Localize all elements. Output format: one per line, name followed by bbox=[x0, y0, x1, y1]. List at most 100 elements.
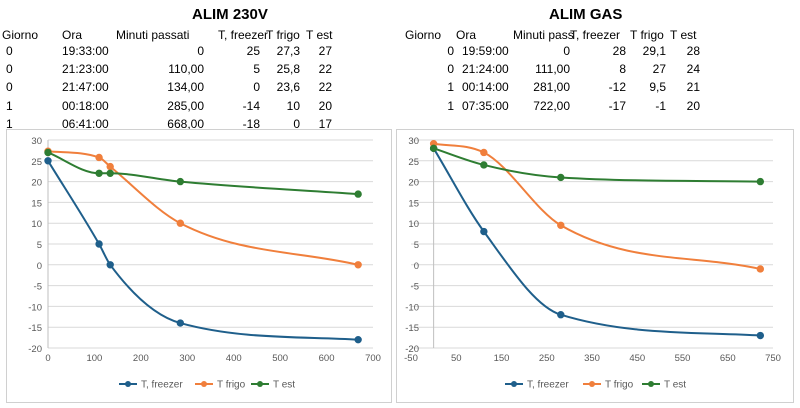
table-cell-ora: 21:23:00 bbox=[62, 62, 109, 77]
table-title-230v: ALIM 230V bbox=[192, 6, 268, 23]
column-header-ora: Ora bbox=[62, 28, 83, 42]
table-cell-ora: 21:47:00 bbox=[62, 80, 109, 95]
table-cell-giorno: 0 bbox=[6, 62, 13, 77]
chart-panel-230v: -20 -15 -10 -5 0 5 10 15 20 25 30 0 100 200 300 400 500 6… bbox=[6, 129, 392, 403]
y-tick-label: -20 bbox=[28, 344, 42, 355]
x-tick-label: 550 bbox=[675, 353, 691, 364]
y-tick-label: 0 bbox=[37, 261, 42, 272]
column-header-minuti: Minuti passati bbox=[116, 28, 190, 42]
table-cell-freezer: -18 bbox=[242, 116, 260, 131]
table-cell-minuti: 111,00 bbox=[535, 62, 570, 77]
legend-label-est: T est bbox=[664, 380, 686, 391]
table-cell-ora: 21:24:00 bbox=[462, 62, 509, 77]
data-point-est bbox=[557, 173, 565, 182]
x-tick-label: 0 bbox=[45, 353, 50, 364]
y-tick-label: -10 bbox=[405, 302, 419, 313]
x-tick-label: 700 bbox=[365, 353, 381, 364]
column-header-giorno: Giorno bbox=[2, 28, 39, 42]
column-header-est: T est bbox=[306, 28, 333, 42]
table-cell-est: 28 bbox=[686, 44, 700, 58]
table-cell-est: 24 bbox=[686, 62, 700, 77]
table-cell-ora: 00:18:00 bbox=[62, 98, 109, 113]
table-cell-frigo: 23,6 bbox=[276, 80, 300, 95]
data-point-frigo bbox=[106, 162, 114, 171]
data-point-freezer bbox=[95, 240, 103, 248]
x-tick-label: 50 bbox=[451, 353, 462, 364]
data-point-freezer bbox=[557, 311, 565, 319]
data-point-frigo bbox=[176, 219, 185, 227]
legend-marker-est bbox=[648, 381, 654, 387]
legend-label-freezer: T, freezer bbox=[527, 380, 569, 391]
table-cell-est: 22 bbox=[318, 80, 332, 95]
x-tick-label: 400 bbox=[226, 353, 242, 364]
table-cell-frigo: 27 bbox=[652, 62, 666, 77]
table-cell-freezer: 28 bbox=[612, 44, 626, 58]
series-line-frigo bbox=[47, 150, 359, 266]
y-tick-label: -15 bbox=[28, 323, 42, 334]
y-tick-label: -15 bbox=[405, 323, 419, 334]
data-point-est bbox=[95, 169, 103, 177]
table-cell-minuti: 285,00 bbox=[167, 98, 204, 113]
x-tick-label: 500 bbox=[272, 353, 288, 364]
column-header-freezer: T, freezer bbox=[570, 28, 621, 42]
table-cell-giorno: 0 bbox=[6, 44, 13, 58]
table-cell-freezer: -17 bbox=[608, 98, 626, 113]
series-line-frigo bbox=[433, 142, 761, 270]
x-tick-label: 600 bbox=[319, 353, 335, 364]
y-tick-label: 15 bbox=[408, 198, 419, 209]
x-tick-label: 300 bbox=[179, 353, 195, 364]
y-tick-label: 5 bbox=[414, 240, 419, 251]
x-tick-label: -50 bbox=[404, 353, 418, 364]
data-point-frigo bbox=[354, 261, 362, 269]
x-tick-label: 100 bbox=[86, 353, 102, 364]
column-header-giorno: Giorno bbox=[405, 28, 442, 42]
legend-label-frigo: T frigo bbox=[605, 380, 634, 391]
table-cell-frigo: 9,5 bbox=[649, 80, 666, 95]
x-tick-label: 650 bbox=[720, 353, 736, 364]
data-point-frigo bbox=[480, 148, 488, 157]
y-tick-label: 5 bbox=[37, 240, 42, 251]
y-tick-label: 30 bbox=[408, 136, 419, 147]
table-cell-freezer: 0 bbox=[253, 80, 260, 95]
table-cell-giorno: 1 bbox=[6, 98, 13, 113]
column-header-frigo: T frigo bbox=[266, 28, 300, 42]
table-cell-ora: 07:35:00 bbox=[462, 98, 509, 113]
series-line-freezer bbox=[47, 160, 359, 341]
chart-panel-gas: -20 -15 -10 -5 0 5 10 15 20 25 30 -50 50 150 250 350 450… bbox=[396, 129, 794, 403]
data-point-freezer bbox=[106, 261, 114, 269]
data-point-est bbox=[106, 169, 114, 177]
table-cell-est: 17 bbox=[318, 116, 332, 131]
column-header-frigo: T frigo bbox=[630, 28, 664, 42]
data-point-freezer bbox=[176, 319, 185, 327]
y-tick-label: 10 bbox=[408, 219, 419, 230]
table-cell-giorno: 0 bbox=[6, 80, 13, 95]
series-line-est bbox=[433, 147, 761, 183]
data-point-est bbox=[429, 144, 438, 153]
data-point-frigo bbox=[95, 153, 103, 162]
data-point-freezer bbox=[480, 227, 488, 236]
table-cell-frigo: 0 bbox=[293, 116, 300, 131]
table-cell-minuti: 0 bbox=[563, 44, 570, 58]
table-cell-est: 21 bbox=[686, 80, 700, 95]
legend-label-frigo: T frigo bbox=[217, 380, 246, 391]
x-tick-label: 150 bbox=[494, 353, 510, 364]
y-tick-label: -20 bbox=[405, 344, 419, 355]
legend-marker-est bbox=[257, 381, 263, 387]
legend-marker-freezer bbox=[125, 381, 131, 387]
legend-marker-freezer bbox=[511, 381, 517, 387]
y-tick-label: -5 bbox=[411, 282, 419, 293]
table-cell-est: 22 bbox=[318, 62, 332, 77]
table-cell-giorno: 0 bbox=[447, 62, 454, 77]
table-cell-frigo: 27,3 bbox=[276, 44, 300, 58]
x-tick-label: 200 bbox=[133, 353, 149, 364]
y-tick-label: 0 bbox=[414, 261, 419, 272]
column-header-minuti: Minuti pass bbox=[513, 28, 574, 42]
y-tick-label: 20 bbox=[408, 178, 419, 189]
data-point-freezer bbox=[756, 331, 765, 340]
data-point-est bbox=[480, 161, 488, 169]
legend-label-est: T est bbox=[273, 380, 295, 391]
column-header-est: T est bbox=[670, 28, 697, 42]
y-tick-label: -5 bbox=[34, 282, 42, 293]
